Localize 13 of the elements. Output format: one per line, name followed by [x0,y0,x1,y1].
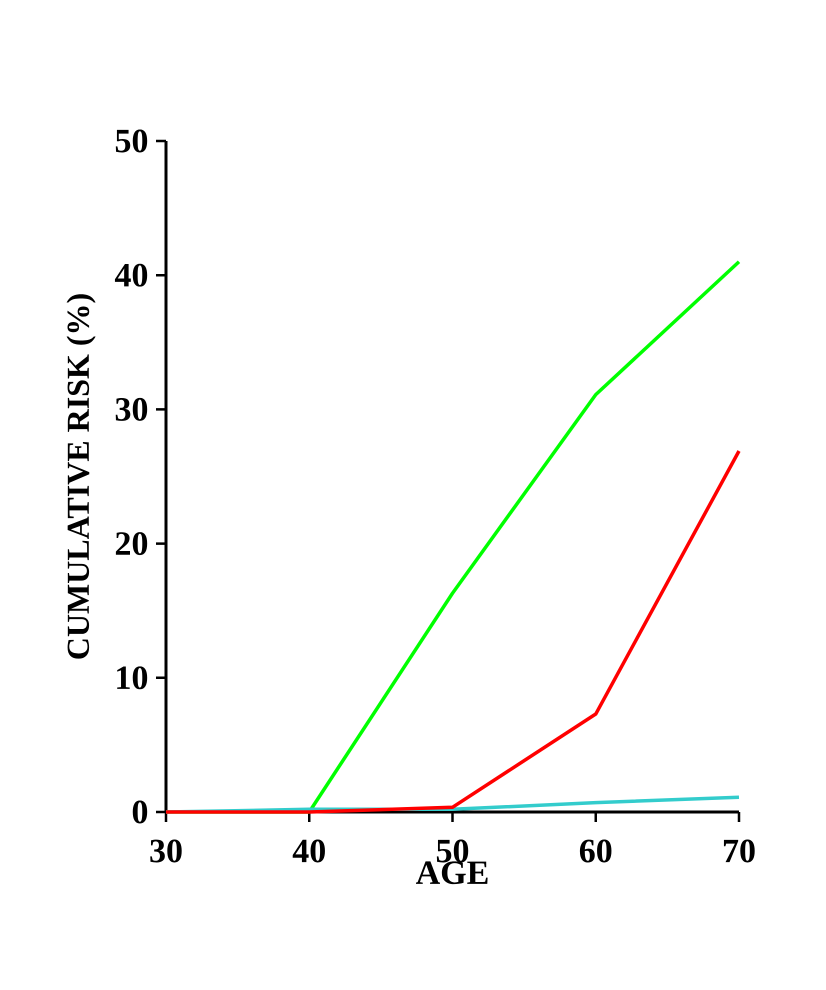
y-tick-label: 40 [114,264,148,287]
x-axis-title: AGE [416,861,488,884]
x-tick-label: 30 [150,840,182,862]
y-axis-title: CUMULATIVE RISK (%) [66,294,96,659]
y-tick-label: 50 [116,130,148,152]
y-tick-label: 0 [132,800,148,824]
x-tick-label: 70 [724,840,755,862]
x-tick-label: 50 [436,840,468,862]
y-tick-label: 20 [116,532,148,556]
y-tick-label: 10 [117,666,148,690]
y-tick-label: 30 [116,398,148,421]
x-tick-label: 60 [580,840,612,862]
x-tick-label: 40 [292,840,325,862]
